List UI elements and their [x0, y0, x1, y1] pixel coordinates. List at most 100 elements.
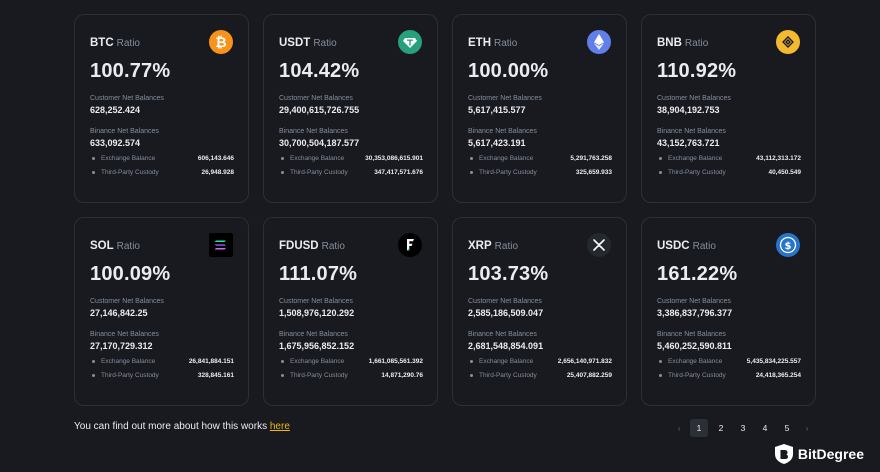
binance-net-label: Binance Net Balances	[90, 128, 159, 135]
customer-net-value: 29,400,615,726.755	[279, 105, 360, 115]
binance-net-label: Binance Net Balances	[279, 128, 348, 135]
exchange-balance-row: Exchange Balance 5,435,834,225.557	[657, 358, 801, 365]
asset-name: USDT	[279, 37, 311, 49]
footer-note: You can find out more about how this wor…	[74, 421, 290, 432]
exchange-balance-row: Exchange Balance 606,143.646	[90, 155, 234, 162]
page-3-button[interactable]: 3	[740, 423, 746, 433]
binance-net-value: 2,681,548,854.091	[468, 341, 544, 351]
third-party-row: Third-Party Custody 26,948.928	[90, 169, 234, 176]
asset-name: XRP	[468, 240, 492, 252]
third-party-value: 328,845.161	[197, 372, 234, 379]
customer-net-label: Customer Net Balances	[468, 298, 542, 305]
footer-text: You can find out more about how this wor…	[74, 421, 268, 432]
binance-net-label: Binance Net Balances	[90, 331, 159, 338]
asset-name: SOL	[90, 240, 114, 252]
exchange-balance-row: Exchange Balance 26,841,884.151	[90, 358, 234, 365]
exchange-balance-row: Exchange Balance 1,661,085,561.392	[279, 358, 423, 365]
third-party-label: Third-Party Custody	[468, 169, 537, 176]
third-party-row: Third-Party Custody 24,418,365.254	[657, 372, 801, 379]
reserve-cards-grid: BTC Ratio ₿ 100.77% Customer Net Balances…	[74, 14, 818, 406]
third-party-value: 325,659.933	[575, 169, 612, 176]
ratio-value: 110.92%	[657, 60, 737, 82]
exchange-balance-label: Exchange Balance	[279, 155, 344, 162]
third-party-value: 25,407,882.259	[566, 372, 612, 379]
ratio-value: 111.07%	[279, 263, 358, 285]
third-party-label: Third-Party Custody	[279, 169, 348, 176]
prev-page-button[interactable]: ‹	[677, 423, 681, 433]
customer-net-value: 5,617,415.577	[468, 105, 526, 115]
ratio-word: Ratio	[116, 240, 140, 252]
page-1-button[interactable]: 1	[690, 419, 708, 437]
here-link[interactable]: here	[269, 421, 290, 432]
binance-net-value: 5,617,423.191	[468, 138, 526, 148]
third-party-row: Third-Party Custody 14,871,290.76	[279, 372, 423, 379]
exchange-balance-row: Exchange Balance 5,291,763.258	[468, 155, 612, 162]
exchange-balance-value: 5,291,763.258	[570, 155, 612, 162]
eth-icon	[587, 30, 611, 54]
customer-net-label: Customer Net Balances	[279, 95, 353, 102]
third-party-label: Third-Party Custody	[657, 372, 726, 379]
ratio-word: Ratio	[692, 240, 716, 252]
customer-net-value: 27,146,842.25	[90, 308, 148, 318]
third-party-row: Third-Party Custody 325,659.933	[468, 169, 612, 176]
asset-name: BNB	[657, 37, 682, 49]
third-party-label: Third-Party Custody	[90, 169, 159, 176]
third-party-value: 40,450.549	[768, 169, 801, 176]
asset-name: USDC	[657, 240, 690, 252]
fdusd-icon	[398, 233, 422, 257]
asset-name: FDUSD	[279, 240, 319, 252]
btc-icon: ₿	[209, 30, 233, 54]
reserve-card-bnb: BNB Ratio 110.92% Customer Net Balances 3…	[641, 14, 816, 203]
exchange-balance-label: Exchange Balance	[90, 358, 155, 365]
ratio-word: Ratio	[494, 240, 519, 252]
ratio-word: Ratio	[313, 37, 337, 49]
exchange-balance-label: Exchange Balance	[657, 358, 722, 365]
reserve-card-btc: BTC Ratio ₿ 100.77% Customer Net Balances…	[74, 14, 249, 203]
bnb-icon	[776, 30, 800, 54]
third-party-label: Third-Party Custody	[657, 169, 726, 176]
exchange-balance-value: 26,841,884.151	[188, 358, 234, 365]
customer-net-label: Customer Net Balances	[657, 298, 731, 305]
binance-net-value: 27,170,729.312	[90, 341, 153, 351]
ratio-value: 100.00%	[468, 60, 549, 82]
binance-net-value: 5,460,252,590.811	[657, 341, 732, 351]
exchange-balance-value: 606,143.646	[197, 155, 234, 162]
exchange-balance-value: 1,661,085,561.392	[368, 358, 423, 365]
third-party-label: Third-Party Custody	[279, 372, 348, 379]
exchange-balance-label: Exchange Balance	[90, 155, 155, 162]
customer-net-value: 2,585,186,509.047	[468, 308, 544, 318]
exchange-balance-value: 5,435,834,225.557	[746, 358, 801, 365]
binance-net-label: Binance Net Balances	[657, 128, 726, 135]
customer-net-label: Customer Net Balances	[468, 95, 542, 102]
svg-text:$: $	[785, 241, 792, 252]
exchange-balance-value: 30,353,086,615.901	[365, 155, 423, 162]
next-page-button[interactable]: ›	[805, 423, 809, 433]
ratio-value: 104.42%	[279, 60, 360, 82]
ratio-word: Ratio	[684, 37, 709, 49]
page-4-button[interactable]: 4	[762, 423, 768, 433]
exchange-balance-value: 43,112,313.172	[756, 155, 801, 162]
reserve-card-usdc: USDC Ratio $ 161.22% Customer Net Balance…	[641, 217, 816, 406]
svg-text:₿: ₿	[215, 35, 226, 51]
exchange-balance-label: Exchange Balance	[657, 155, 722, 162]
third-party-row: Third-Party Custody 328,845.161	[90, 372, 234, 379]
bitdegree-logo-icon	[774, 444, 793, 464]
exchange-balance-row: Exchange Balance 30,353,086,615.901	[279, 155, 423, 162]
page-5-button[interactable]: 5	[784, 423, 790, 433]
binance-net-value: 633,092.574	[90, 138, 141, 148]
usdt-icon	[398, 30, 422, 54]
customer-net-value: 628,252.424	[90, 105, 141, 115]
exchange-balance-label: Exchange Balance	[468, 155, 533, 162]
page-2-button[interactable]: 2	[718, 423, 724, 433]
binance-net-value: 30,700,504,187.577	[279, 138, 360, 148]
ratio-value: 161.22%	[657, 263, 738, 285]
third-party-value: 347,417,571.676	[374, 169, 423, 176]
third-party-value: 14,871,290.76	[381, 372, 423, 379]
reserve-card-sol: SOL Ratio 100.09% Customer Net Balances 2…	[74, 217, 249, 406]
bitdegree-watermark: BitDegree	[774, 444, 864, 464]
ratio-value: 100.09%	[90, 263, 171, 285]
third-party-value: 26,948.928	[201, 169, 234, 176]
binance-net-label: Binance Net Balances	[279, 331, 348, 338]
brand-name: BitDegree	[797, 446, 864, 462]
third-party-row: Third-Party Custody 40,450.549	[657, 169, 801, 176]
